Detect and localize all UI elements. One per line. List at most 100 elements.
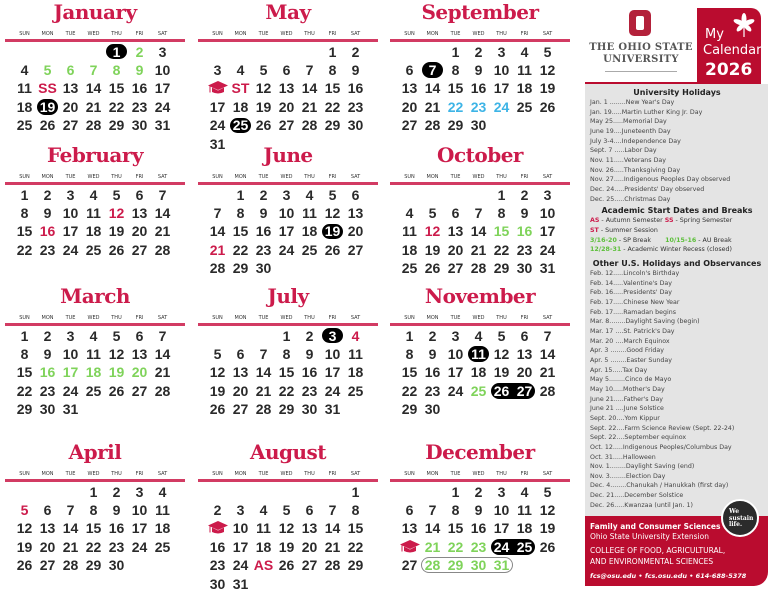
day-cell: 20 bbox=[229, 382, 252, 400]
holiday-date: May 5........ bbox=[590, 376, 626, 384]
academic-text: - Academic Winter Recess (closed) bbox=[621, 246, 732, 254]
day-number: 21 bbox=[62, 538, 79, 555]
day-cell: 20 bbox=[444, 241, 467, 259]
academic-text: - Autumn Semester bbox=[599, 217, 665, 225]
day-number: 23 bbox=[347, 98, 364, 115]
day-cell: 17 bbox=[321, 363, 344, 381]
day-cell: 8 bbox=[13, 345, 36, 363]
day-number: 22 bbox=[232, 241, 249, 258]
day-cell: 20 bbox=[275, 98, 298, 116]
holiday-date: Mar. 17 .... bbox=[590, 327, 624, 335]
day-grid: 1 2 3 4 5 6 7 8 9 10 11 12 13 14 15 16 17 18 19 20 21 22 23 24 2… bbox=[13, 186, 185, 260]
day-number: 22 bbox=[447, 538, 464, 555]
academic-heading: Academic Start Dates and Breaks bbox=[601, 206, 753, 216]
day-cell: 7 bbox=[467, 204, 490, 222]
weekday-label: THU bbox=[304, 315, 315, 321]
holiday-name: Father's Day bbox=[623, 395, 664, 403]
day-cell: 4 bbox=[298, 186, 321, 204]
day-number: 31 bbox=[154, 117, 171, 134]
day-cell: 21 bbox=[321, 538, 344, 556]
day-number: 4 bbox=[405, 205, 414, 222]
day-cell: 20 bbox=[513, 363, 536, 381]
holiday-name: Labor Day bbox=[624, 147, 657, 155]
weekday-label: TUE bbox=[258, 174, 269, 180]
day-cell: 9 bbox=[252, 204, 275, 222]
day-number: 12 bbox=[324, 205, 341, 222]
day-cell: 26 bbox=[105, 382, 128, 400]
holiday-entry: Mar. 20 ....March Equinox bbox=[590, 337, 764, 347]
day-cell: 16 bbox=[298, 363, 321, 381]
month-rule bbox=[198, 323, 378, 326]
day-cell: 14 bbox=[151, 345, 174, 363]
day-cell: 29 bbox=[229, 259, 252, 277]
day-number: 30 bbox=[301, 401, 318, 418]
day-cell: 10 bbox=[275, 204, 298, 222]
day-cell: 2 bbox=[206, 501, 229, 519]
day-cell: 3 bbox=[229, 501, 252, 519]
day-cell: 18 bbox=[398, 241, 421, 259]
day-number: 20 bbox=[347, 223, 364, 240]
day-cell: 22 bbox=[344, 538, 367, 556]
academic-code: AS bbox=[590, 217, 600, 225]
day-cell: 21 bbox=[536, 363, 559, 381]
day-cell: 4 bbox=[513, 483, 536, 501]
day-cell: 13 bbox=[298, 519, 321, 537]
day-number: 17 bbox=[62, 364, 79, 381]
day-number: 17 bbox=[278, 223, 295, 240]
day-cell: 22 bbox=[13, 382, 36, 400]
day-grid: 1 2 3 4 5 6 7 8 9 10 11 12 13 14 15 16 17 18 19 20 21 22 23 24 2… bbox=[398, 43, 570, 135]
day-cell: 20 bbox=[298, 538, 321, 556]
day-cell: 20 bbox=[128, 222, 151, 240]
holiday-name: St. Patrick's Day bbox=[623, 327, 675, 335]
day-number: 6 bbox=[135, 186, 144, 203]
holiday-entry: Feb. 17.....Ramadan begins bbox=[590, 308, 764, 318]
weekday-label: WED bbox=[472, 315, 485, 321]
holiday-name: Lincoln's Birthday bbox=[623, 270, 680, 278]
day-cell: 29 bbox=[105, 116, 128, 134]
day-cell: 12 bbox=[13, 519, 36, 537]
holiday-name: Independence Day bbox=[621, 137, 681, 145]
holiday-name: Halloween bbox=[622, 453, 656, 461]
weekday-label: WED bbox=[280, 471, 293, 477]
day-cell: 15 bbox=[105, 79, 128, 97]
day-number: 10 bbox=[62, 346, 79, 363]
day-cell: 3 bbox=[128, 483, 151, 501]
day-cell: 26 bbox=[275, 556, 298, 574]
day-cell: 1 bbox=[13, 186, 36, 204]
day-number: 26 bbox=[539, 98, 556, 115]
day-number: 31 bbox=[493, 557, 510, 574]
holiday-entry: Oct. 31.....Halloween bbox=[590, 453, 764, 463]
holiday-entry: Dec. 26.....Kwanzaa (until Jan. 1) bbox=[590, 501, 764, 511]
day-number: 1 bbox=[451, 43, 460, 60]
weekday-label: FRI bbox=[135, 31, 144, 37]
day-cell: 2 bbox=[298, 327, 321, 345]
day-cell: 24 bbox=[128, 538, 151, 556]
day-cell: 19 bbox=[252, 98, 275, 116]
weekday-label: WED bbox=[87, 174, 100, 180]
weekday-label: SUN bbox=[19, 315, 30, 321]
month-august: August SUN MON TUE WED THU FRI SAT 1 2 3 4 5 6 7 8 10 11 1… bbox=[198, 440, 378, 592]
day-number: 29 bbox=[278, 401, 295, 418]
footer-contact[interactable]: fcs@osu.edu • fcs.osu.edu • 614-688-5378 bbox=[590, 572, 747, 580]
empty-cell bbox=[467, 186, 490, 204]
empty-cell bbox=[59, 43, 82, 61]
day-number: 6 bbox=[43, 502, 52, 519]
day-cell: 7 bbox=[151, 186, 174, 204]
day-cell: 3 bbox=[206, 61, 229, 79]
day-number: 7 bbox=[428, 502, 437, 519]
day-number: 18 bbox=[16, 98, 33, 115]
day-number: 23 bbox=[108, 538, 125, 555]
day-number: 5 bbox=[259, 62, 268, 79]
month-title: February bbox=[46, 143, 144, 167]
month-title: May bbox=[265, 0, 311, 24]
footer-college-line2: AND ENVIRONMENTAL SCIENCES bbox=[590, 557, 714, 566]
weekday-label: THU bbox=[496, 315, 507, 321]
day-number: 13 bbox=[447, 223, 464, 240]
day-cell: 10 bbox=[444, 345, 467, 363]
day-number: 21 bbox=[154, 364, 171, 381]
day-cell: 14 bbox=[421, 79, 444, 97]
day-cell: 14 bbox=[82, 79, 105, 97]
weekday-label: FRI bbox=[520, 31, 529, 37]
day-cell: 26 bbox=[536, 538, 559, 556]
day-number: 28 bbox=[301, 117, 318, 134]
